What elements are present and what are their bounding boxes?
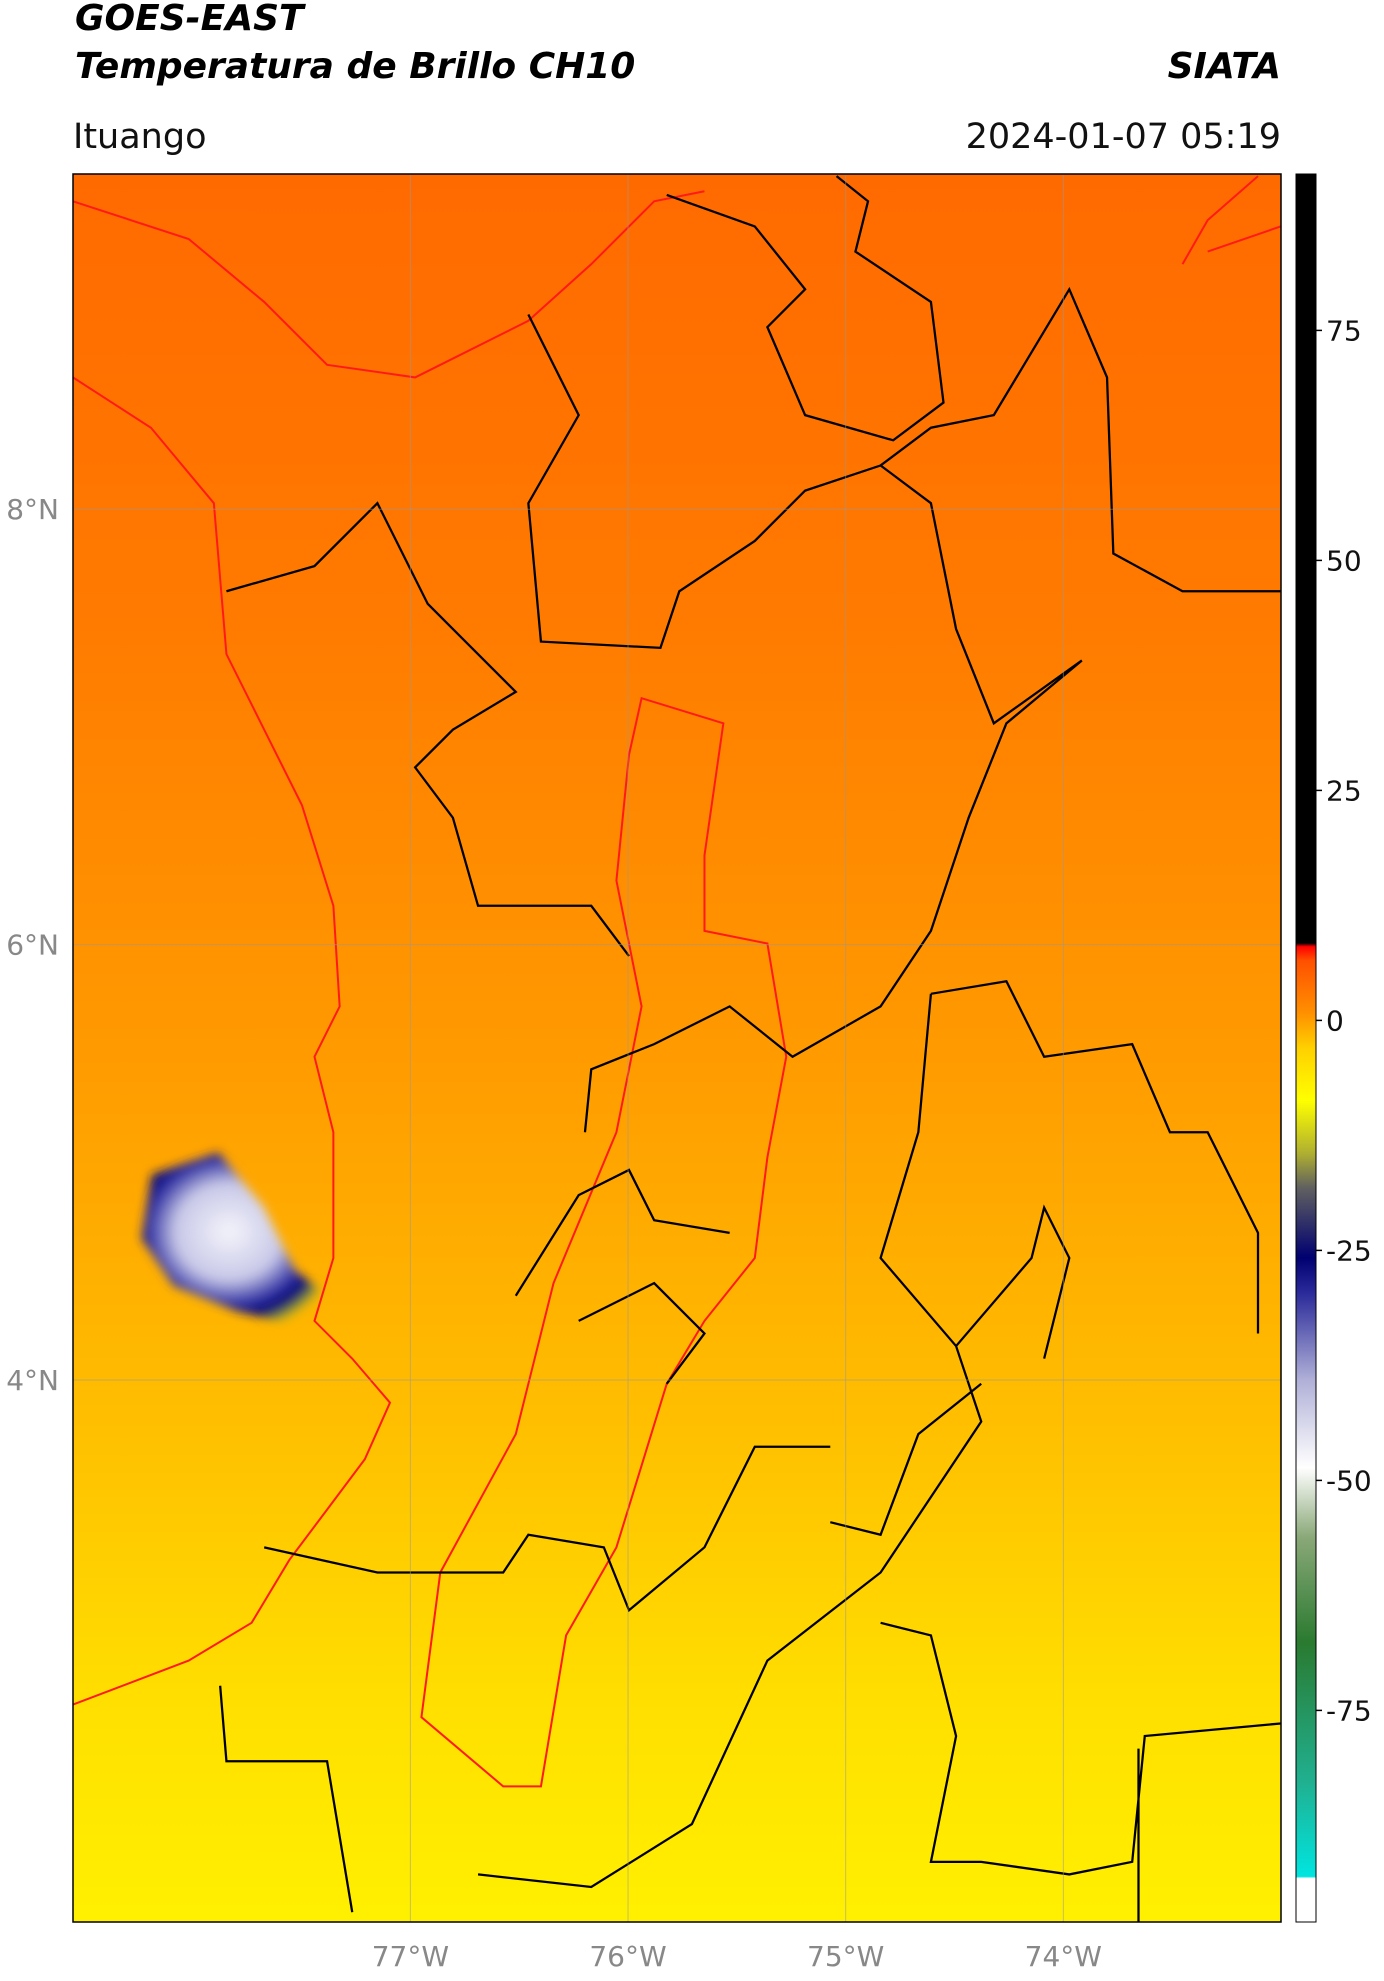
colorbar-tick-label: -25 <box>1326 1234 1372 1267</box>
coastline <box>73 175 1281 1706</box>
colorbar-tick-label: 50 <box>1326 544 1362 577</box>
x-tick-label: 77°W <box>372 1940 449 1973</box>
x-tick-label: 74°W <box>1025 1940 1102 1973</box>
x-tick-label: 76°W <box>589 1940 666 1973</box>
y-tick-label: 6°N <box>6 929 59 962</box>
colorbar-tick-label: -50 <box>1326 1464 1372 1497</box>
cloud <box>141 1152 337 1329</box>
colorbar-tick-label: -75 <box>1326 1694 1372 1727</box>
datetime: 2024-01-07 05:19 <box>966 117 1281 157</box>
colorbar-tick-label: 75 <box>1326 314 1362 347</box>
location: Ituango <box>73 117 207 157</box>
brightness-field <box>73 174 1281 1922</box>
y-tick-label: 8°N <box>6 493 59 526</box>
colorbar <box>1295 173 1317 1923</box>
colorbar-tick-label: 25 <box>1326 774 1362 807</box>
subtitle: Temperatura de Brillo CH10 <box>75 46 635 87</box>
graticule <box>73 174 1281 1922</box>
source: SIATA <box>1168 46 1281 87</box>
x-tick-label: 75°W <box>807 1940 884 1973</box>
colorbar-tick-label: 0 <box>1326 1004 1344 1037</box>
region-outline <box>420 696 788 1788</box>
borders <box>219 175 1281 1922</box>
title: GOES-EAST <box>75 0 306 39</box>
y-tick-label: 4°N <box>6 1364 59 1397</box>
map-frame <box>72 173 1282 1923</box>
map-area <box>73 174 1281 1922</box>
map-features <box>73 175 1281 1922</box>
